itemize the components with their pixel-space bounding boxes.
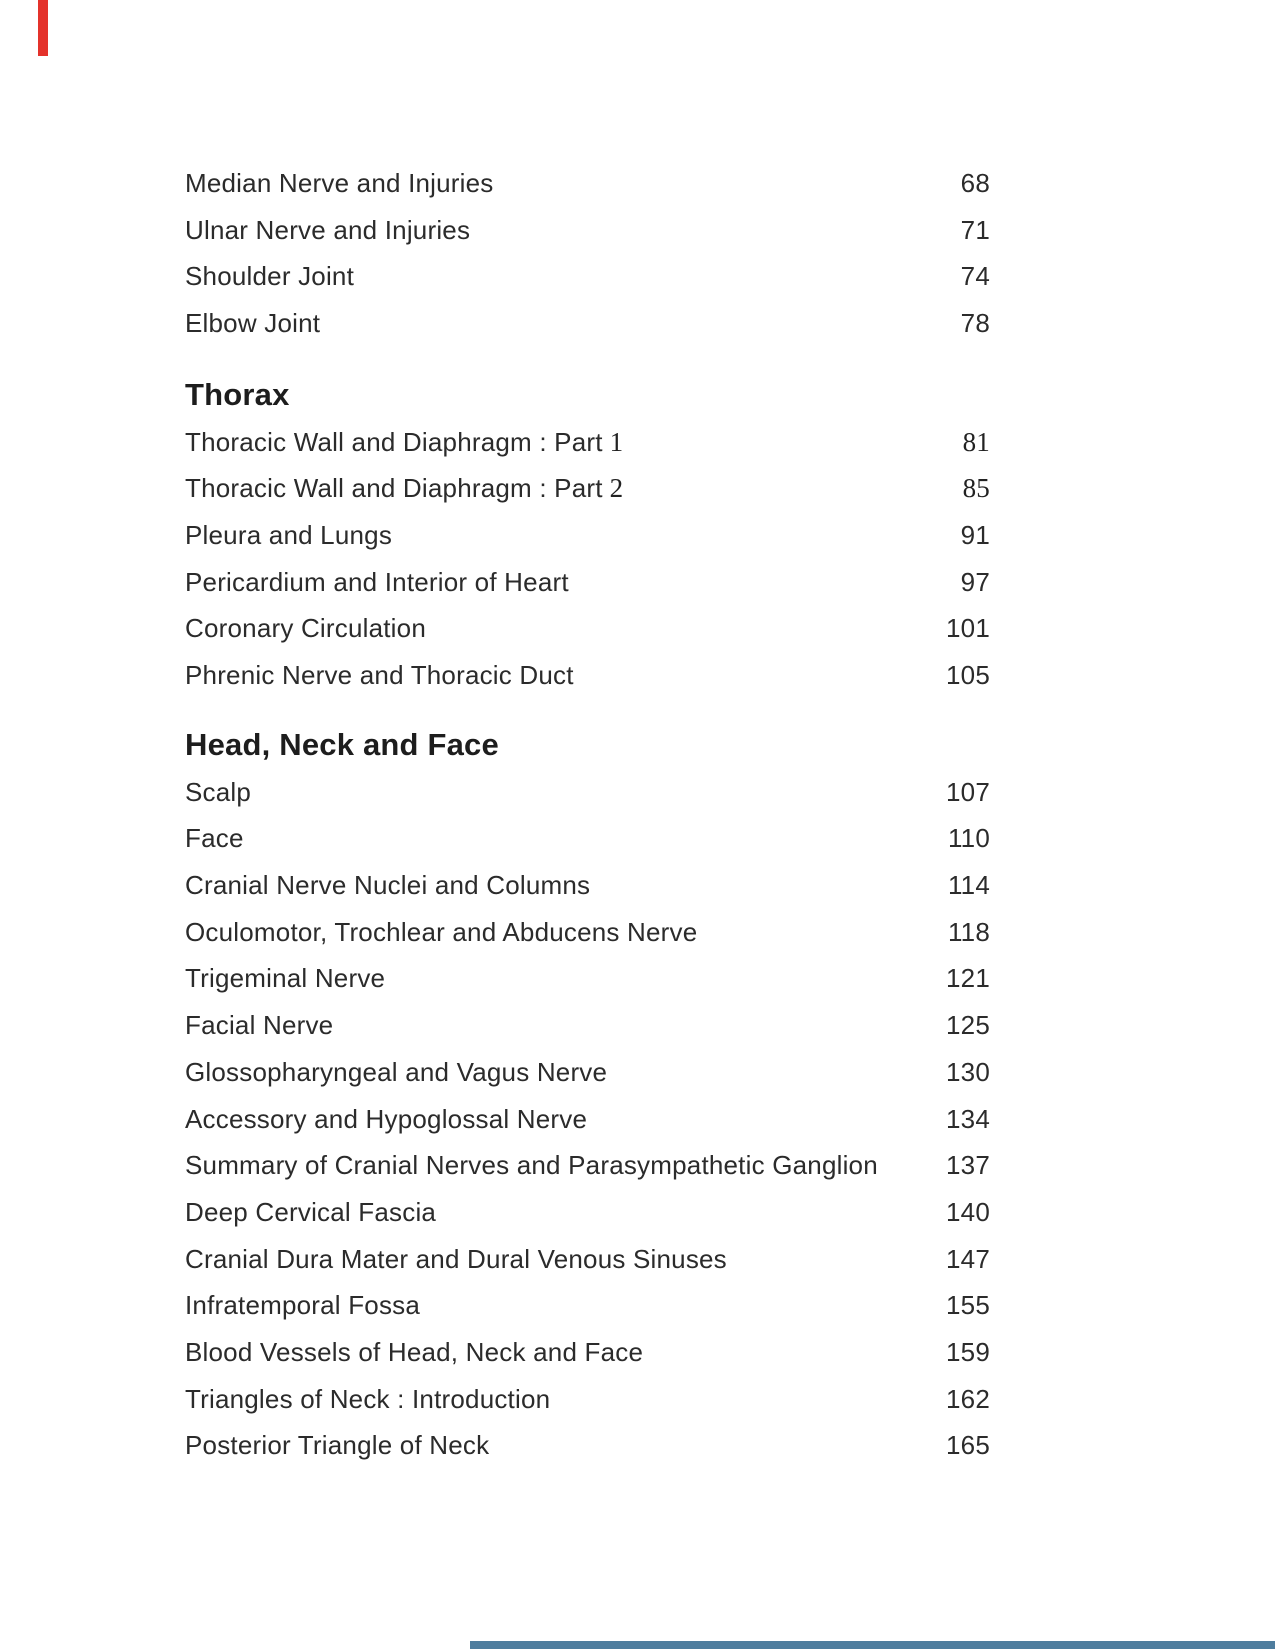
toc-entry-title: Ulnar Nerve and Injuries [185,214,471,245]
toc-entry: Elbow Joint 78 [185,300,990,347]
toc-entry-page: 85 [962,473,990,504]
toc-entry-page: 78 [960,307,990,338]
toc-entry-title: Facial Nerve [185,1010,334,1041]
toc-entry-title: Glossopharyngeal and Vagus Nerve [185,1056,608,1087]
toc-entry: Cranial Dura Mater and Dural Venous Sinu… [185,1236,990,1283]
toc-entry-title: Pleura and Lungs [185,519,393,550]
toc-entry-title: Cranial Nerve Nuclei and Columns [185,870,591,901]
toc-entry-page: 81 [962,426,990,457]
toc-entry-title: Scalp [185,776,252,807]
toc-entry-title: Infratemporal Fossa [185,1290,421,1321]
toc-entry-page: 91 [960,519,990,550]
toc-entry-page: 159 [946,1336,990,1367]
toc-entry: Median Nerve and Injuries 68 [185,160,990,207]
toc-entry-page: 165 [946,1430,990,1461]
table-of-contents: Median Nerve and Injuries 68 Ulnar Nerve… [185,160,990,1469]
toc-entry-page: 121 [946,963,990,994]
toc-entry-page: 147 [946,1243,990,1274]
toc-entry-page: 134 [946,1103,990,1134]
toc-entry: Thoracic Wall and Diaphragm : Part 1 81 [185,419,990,466]
toc-entry-title: Posterior Triangle of Neck [185,1430,490,1461]
toc-entry-page: 74 [960,261,990,292]
toc-entry-title: Summary of Cranial Nerves and Parasympat… [185,1150,878,1181]
toc-entry-title: Elbow Joint [185,307,321,338]
toc-entry-title-number: 2 [609,473,624,504]
toc-entry-page: 137 [946,1150,990,1181]
toc-entry: Coronary Circulation 101 [185,606,990,653]
toc-entry-page: 114 [947,870,990,901]
toc-entry-page: 162 [946,1383,990,1414]
toc-entry: Summary of Cranial Nerves and Parasympat… [185,1142,990,1189]
toc-entry-title: Coronary Circulation [185,613,426,644]
toc-entry-title: Phrenic Nerve and Thoracic Duct [185,660,574,691]
toc-entry-title: Face [185,823,244,854]
toc-entry-title: Thoracic Wall and Diaphragm : Part 2 [185,473,623,504]
toc-entry: Pericardium and Interior of Heart 97 [185,559,990,606]
red-edge-mark [38,0,48,56]
toc-entry-page: 140 [946,1196,990,1227]
toc-entry: Accessory and Hypoglossal Nerve 134 [185,1096,990,1143]
toc-entry: Glossopharyngeal and Vagus Nerve 130 [185,1049,990,1096]
toc-entry-page: 130 [946,1056,990,1087]
toc-entry: Phrenic Nerve and Thoracic Duct 105 [185,652,990,699]
toc-entry-page: 125 [946,1010,990,1041]
toc-entry-title: Shoulder Joint [185,261,355,292]
toc-entry: Shoulder Joint 74 [185,253,990,300]
toc-entry-title: Trigeminal Nerve [185,963,386,994]
toc-entry-page: 110 [947,823,990,854]
toc-entry-title: Cranial Dura Mater and Dural Venous Sinu… [185,1243,727,1274]
toc-entry: Infratemporal Fossa 155 [185,1282,990,1329]
toc-entry-title-text: Thoracic Wall and Diaphragm : Part [185,426,603,457]
toc-entry-title: Accessory and Hypoglossal Nerve [185,1103,588,1134]
toc-entry-page: 97 [960,566,990,597]
toc-entry-title: Triangles of Neck : Introduction [185,1383,551,1414]
toc-entry: Blood Vessels of Head, Neck and Face 159 [185,1329,990,1376]
toc-entry: Trigeminal Nerve 121 [185,956,990,1003]
toc-entry-title: Median Nerve and Injuries [185,167,494,198]
toc-entry-title: Blood Vessels of Head, Neck and Face [185,1336,644,1367]
toc-entry-page: 107 [946,776,990,807]
toc-entry: Triangles of Neck : Introduction 162 [185,1376,990,1423]
toc-entry-page: 101 [946,613,990,644]
toc-entry-title: Oculomotor, Trochlear and Abducens Nerve [185,916,698,947]
toc-entry: Pleura and Lungs 91 [185,512,990,559]
toc-entry-title: Deep Cervical Fascia [185,1196,437,1227]
toc-entry: Face 110 [185,816,990,863]
toc-entry: Scalp 107 [185,769,990,816]
toc-entry: Ulnar Nerve and Injuries 71 [185,207,990,254]
toc-entry: Facial Nerve 125 [185,1002,990,1049]
toc-entry-title-text: Thoracic Wall and Diaphragm : Part [185,473,603,504]
toc-entry-page: 118 [947,916,990,947]
toc-entry: Cranial Nerve Nuclei and Columns 114 [185,862,990,909]
toc-entry: Oculomotor, Trochlear and Abducens Nerve… [185,909,990,956]
toc-entry-title-number: 1 [609,426,624,457]
toc-entry-page: 105 [946,660,990,691]
bottom-edge-bar [470,1641,1275,1649]
section-heading-head-neck-face: Head, Neck and Face [185,726,499,762]
toc-entry-page: 71 [960,214,990,245]
toc-entry-page: 155 [946,1290,990,1321]
toc-entry: Thoracic Wall and Diaphragm : Part 2 85 [185,465,990,512]
toc-entry: Posterior Triangle of Neck 165 [185,1423,990,1470]
toc-entry-page: 68 [960,167,990,198]
toc-entry: Deep Cervical Fascia 140 [185,1189,990,1236]
section-heading-thorax: Thorax [185,376,290,412]
toc-entry-title: Thoracic Wall and Diaphragm : Part 1 [185,427,623,458]
toc-entry-title: Pericardium and Interior of Heart [185,566,569,597]
